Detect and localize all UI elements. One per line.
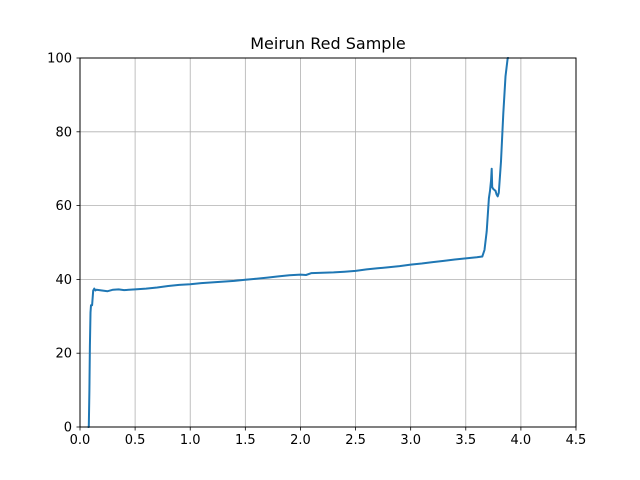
- y-tick-label: 0: [64, 421, 72, 436]
- y-tick-label: 80: [55, 125, 72, 140]
- axis-ticks: 0.0 0.5 1.0 1.5 2.0 2.5 3.0 3.5 4.0 4.5 0 20 40 60 80 1…: [47, 52, 586, 449]
- x-tick-label: 0.0: [70, 433, 91, 448]
- x-tick-label: 1.5: [235, 433, 256, 448]
- series-line: [87, 57, 509, 428]
- chart-title: Meirun Red Sample: [250, 34, 406, 53]
- plot-frame: [79, 57, 577, 428]
- x-tick-label: 0.5: [125, 433, 146, 448]
- x-tick-label: 4.5: [566, 433, 587, 448]
- y-tick-label: 60: [55, 199, 72, 214]
- x-tick-label: 3.0: [400, 433, 421, 448]
- y-tick-label: 20: [55, 347, 72, 362]
- series-layer: [87, 57, 509, 428]
- x-tick-label: 2.5: [345, 433, 366, 448]
- x-tick-label: 4.0: [511, 433, 532, 448]
- y-tick-label: 40: [55, 273, 72, 288]
- x-tick-label: 2.0: [290, 433, 311, 448]
- y-tick-label: 100: [47, 52, 72, 67]
- x-tick-label: 1.0: [180, 433, 201, 448]
- x-tick-label: 3.5: [455, 433, 476, 448]
- grid: [79, 57, 577, 428]
